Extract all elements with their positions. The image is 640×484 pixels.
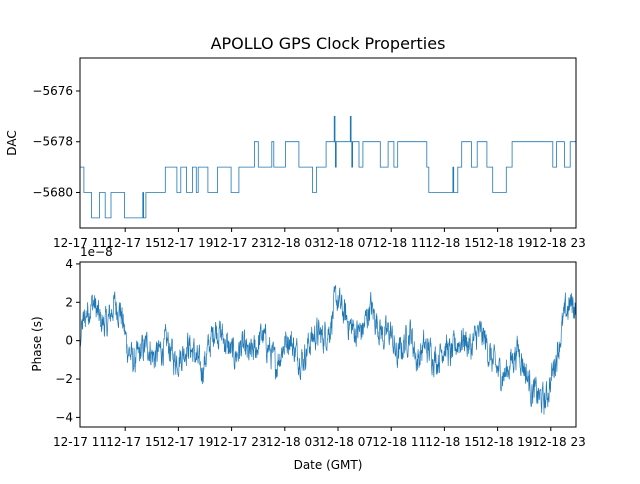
bottom-x-axis-label: Date (GMT) <box>294 458 363 472</box>
chart-title: APOLLO GPS Clock Properties <box>211 34 446 53</box>
dac-series <box>80 116 576 219</box>
phase-y-tick-label: 4 <box>65 257 73 271</box>
phase-x-tick-label: 12-18 19 <box>479 435 533 449</box>
phase-x-tick-label: 12-17 23 <box>213 435 267 449</box>
dac-x-tick-label: 12-18 15 <box>425 236 479 250</box>
dac-y-tick-label: −5678 <box>32 135 73 149</box>
dac-x-tick-label: 12-17 19 <box>159 236 213 250</box>
dac-frame <box>79 57 577 229</box>
phase-x-tick-label: 12-18 23 <box>532 435 586 449</box>
dac-x-tick-label: 12-18 23 <box>532 236 586 250</box>
dac-x-tick-label: 12-18 19 <box>479 236 533 250</box>
phase-series <box>80 285 576 415</box>
phase-y-tick-label: 2 <box>65 295 73 309</box>
phase-x-tick-label: 12-18 11 <box>372 435 426 449</box>
dac-x-tick-label: 12-17 23 <box>213 236 267 250</box>
phase-x-tick-label: 12-18 15 <box>425 435 479 449</box>
top-y-axis-label: DAC <box>5 130 19 155</box>
dac-y-tick-label: −5680 <box>32 185 73 199</box>
phase-x-tick-label: 12-18 03 <box>266 435 320 449</box>
dac-y-tick-label: −5676 <box>32 84 73 98</box>
phase-x-tick-label: 12-17 11 <box>53 435 107 449</box>
phase-frame <box>79 261 577 428</box>
bottom-y-axis-label: Phase (s) <box>30 316 44 371</box>
dac-x-tick-label: 12-17 15 <box>106 236 160 250</box>
dac-x-tick-label: 12-18 03 <box>266 236 320 250</box>
dac-x-tick-label: 12-18 07 <box>319 236 373 250</box>
dac-x-tick-label: 12-17 11 <box>53 236 107 250</box>
phase-x-tick-label: 12-18 07 <box>319 435 373 449</box>
bottom-y-offset-label: 1e−8 <box>80 245 113 259</box>
dac-x-tick-label: 12-18 11 <box>372 236 426 250</box>
phase-x-tick-label: 12-17 15 <box>106 435 160 449</box>
phase-y-tick-label: 0 <box>65 334 73 348</box>
phase-y-tick-label: −4 <box>55 410 73 424</box>
phase-y-tick-label: −2 <box>55 372 73 386</box>
phase-x-tick-label: 12-17 19 <box>159 435 213 449</box>
